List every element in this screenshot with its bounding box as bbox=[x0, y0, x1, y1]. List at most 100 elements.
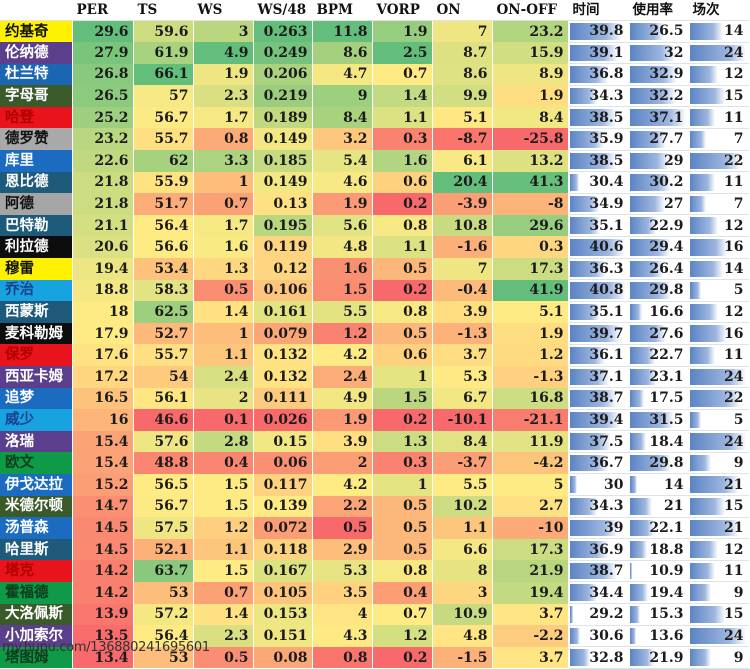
stat-cell-onoff: 21.9 bbox=[492, 560, 569, 582]
databar bbox=[569, 87, 597, 105]
stat-cell-bpm: 4.2 bbox=[312, 473, 373, 496]
databar bbox=[689, 44, 747, 62]
databar bbox=[689, 282, 702, 299]
stat-cell-onoff: -8 bbox=[492, 193, 569, 215]
databar-cell-usg: 22.9 bbox=[628, 214, 689, 237]
databar-value: 24 bbox=[724, 627, 744, 644]
databar-value: 22 bbox=[724, 390, 744, 407]
databar-cell-min: 34.4 bbox=[568, 581, 629, 605]
stat-cell-ws48: 0.151 bbox=[253, 625, 313, 647]
stat-cell-ws48: 0.149 bbox=[253, 171, 313, 194]
databar bbox=[689, 217, 718, 234]
column-header: ON bbox=[432, 0, 493, 21]
databar bbox=[689, 23, 723, 40]
column-header: 使用率 bbox=[628, 0, 689, 21]
stat-cell-bpm: 5.5 bbox=[312, 301, 373, 323]
stat-cell-on: 20.4 bbox=[432, 171, 493, 194]
stat-cell-onoff: -25.8 bbox=[492, 128, 569, 151]
databar bbox=[629, 606, 640, 623]
player-name: 哈里斯 bbox=[0, 538, 73, 561]
databar bbox=[569, 174, 579, 191]
databar-cell-usg: 26.5 bbox=[628, 20, 689, 43]
stat-cell-bpm: 5.4 bbox=[312, 150, 373, 172]
databar-value: 5 bbox=[733, 411, 744, 428]
stat-cell-onoff: 17.3 bbox=[492, 538, 569, 561]
player-name: 杜兰特 bbox=[0, 63, 73, 86]
stat-cell-on: 6.7 bbox=[432, 387, 493, 410]
stat-cell-per: 20.6 bbox=[72, 236, 134, 259]
databar-cell-usg: 32.2 bbox=[628, 85, 689, 108]
databar bbox=[569, 325, 622, 342]
stat-cell-ws: 2.3 bbox=[193, 625, 254, 647]
stat-cell-per: 27.9 bbox=[72, 42, 134, 64]
databar-value: 15 bbox=[724, 606, 744, 623]
databar-cell-usg: 18.4 bbox=[628, 430, 689, 453]
databar-value: 14 bbox=[724, 23, 744, 40]
databar-cell-g: 15 bbox=[688, 603, 749, 626]
databar-cell-min: 36.9 bbox=[568, 538, 629, 561]
stat-cell-ws48: 0.026 bbox=[253, 409, 313, 431]
stat-cell-per: 14.7 bbox=[72, 495, 134, 518]
databar-cell-g: 24 bbox=[688, 430, 749, 453]
databar bbox=[629, 325, 666, 342]
stat-cell-bpm: 4.7 bbox=[312, 63, 373, 86]
databar-cell-min: 29.2 bbox=[568, 603, 629, 626]
stat-cell-ws: 0.7 bbox=[193, 581, 254, 604]
databar-cell-usg: 26.4 bbox=[628, 258, 689, 281]
stat-cell-onoff: 17.3 bbox=[492, 258, 569, 280]
stat-cell-onoff: 8.4 bbox=[492, 106, 569, 129]
databar bbox=[569, 260, 606, 278]
stat-cell-ts: 52.7 bbox=[133, 322, 194, 345]
stat-cell-on: 3 bbox=[432, 581, 493, 604]
stat-cell-bpm: 5.3 bbox=[312, 560, 373, 582]
databar-cell-usg: 22.7 bbox=[628, 344, 689, 367]
databar-cell-usg: 21.9 bbox=[628, 646, 689, 669]
stat-cell-ws48: 0.195 bbox=[253, 214, 313, 237]
stat-cell-ws: 1 bbox=[193, 322, 254, 345]
stat-cell-ts: 57 bbox=[133, 85, 194, 107]
stat-cell-vorp: 0.3 bbox=[372, 452, 433, 474]
stat-cell-ts: 52.1 bbox=[133, 538, 194, 561]
databar-cell-usg: 27.6 bbox=[628, 322, 689, 345]
databar-value: 7 bbox=[733, 131, 744, 148]
stat-cell-ts: 48.8 bbox=[133, 452, 194, 474]
databar-cell-min: 36.3 bbox=[568, 258, 629, 281]
stat-cell-bpm: 4.8 bbox=[312, 236, 373, 259]
player-name: 小加索尔 bbox=[0, 625, 73, 647]
databar-value: 36.3 bbox=[589, 260, 624, 277]
databar-cell-min: 30.4 bbox=[568, 171, 629, 194]
databar-value: 38.5 bbox=[589, 152, 624, 169]
databar bbox=[629, 130, 667, 148]
table-row: 利拉德 20.6 56.6 1.6 0.119 4.8 1.1 -1.6 0.3 40.6 29.4… bbox=[0, 236, 749, 259]
databar-cell-g: 14 bbox=[688, 20, 749, 43]
table-row: 保罗 17.6 55.7 1.1 0.132 4.2 0.6 3.7 1.2 36.1 22.7 11 bbox=[0, 344, 749, 367]
databar-value: 14 bbox=[664, 476, 684, 493]
databar-value: 22 bbox=[724, 152, 744, 169]
databar-value: 30.6 bbox=[589, 627, 624, 644]
table-row: 恩比德 21.8 55.9 1 0.149 4.6 0.6 20.4 41.3 30.4 30.2 1… bbox=[0, 171, 749, 194]
databar-value: 38.7 bbox=[589, 563, 624, 580]
stat-cell-on: 8.7 bbox=[432, 42, 493, 64]
databar-value: 21.9 bbox=[649, 649, 684, 666]
stat-cell-ws: 0.8 bbox=[193, 128, 254, 151]
stat-cell-per: 17.2 bbox=[72, 366, 134, 388]
databar-value: 40.8 bbox=[589, 282, 624, 299]
stat-cell-ws48: 0.132 bbox=[253, 366, 313, 388]
databar bbox=[569, 390, 617, 407]
databar-cell-g: 21 bbox=[688, 473, 749, 497]
databar bbox=[689, 325, 728, 342]
databar-cell-g: 9 bbox=[688, 452, 749, 475]
databar bbox=[569, 606, 574, 623]
databar bbox=[629, 498, 652, 515]
databar-value: 32.2 bbox=[649, 88, 684, 105]
stat-cell-ws: 1.5 bbox=[193, 495, 254, 518]
stat-cell-vorp: 0.8 bbox=[372, 214, 433, 237]
databar-cell-min: 38.5 bbox=[568, 150, 629, 173]
player-name: 恩比德 bbox=[0, 171, 73, 194]
databar bbox=[629, 217, 656, 234]
stat-cell-vorp: 0.2 bbox=[372, 279, 433, 302]
databar bbox=[569, 433, 612, 450]
table-row: 汤普森 14.5 57.5 1.2 0.072 0.5 0.5 1.1 -10 39 22.1 21 bbox=[0, 517, 749, 540]
stat-cell-bpm: 1.5 bbox=[312, 279, 373, 302]
databar bbox=[629, 519, 655, 537]
